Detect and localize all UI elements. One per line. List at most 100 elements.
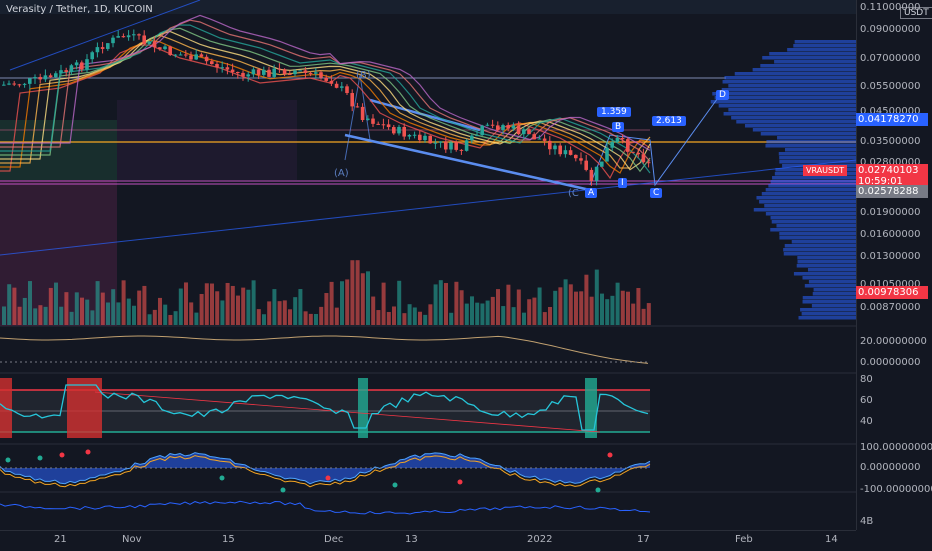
volume-bar <box>386 311 391 325</box>
volume-bar <box>111 289 116 325</box>
countdown-tag: 10:59:01 <box>856 175 928 188</box>
volume-bar <box>12 287 17 325</box>
volume-bar <box>163 304 168 325</box>
profile-bin <box>744 124 856 128</box>
candle-body <box>324 77 328 81</box>
wave-label-C[interactable]: C <box>650 188 663 198</box>
volume-bar <box>147 314 152 325</box>
volume-bar <box>553 290 558 325</box>
time-label: 14 <box>825 534 838 545</box>
profile-bin <box>766 140 856 144</box>
symbol-tag: VRAUSDT <box>803 165 848 176</box>
profile-bin <box>787 48 856 52</box>
price-label: 0.03500000 <box>860 136 921 147</box>
candle-body <box>516 125 521 135</box>
price-tag[interactable]: 0.04178270 <box>856 113 928 126</box>
candle-body <box>641 154 646 163</box>
volume-bar <box>7 284 12 325</box>
candlesticks[interactable] <box>2 29 651 186</box>
profile-bin <box>721 88 856 92</box>
candle-body <box>589 169 594 181</box>
candle-body <box>54 73 58 78</box>
candle-body <box>506 125 510 129</box>
price-label: 0.01900000 <box>860 207 921 218</box>
price-label: 0.00870000 <box>860 302 921 313</box>
candle-body <box>163 46 167 50</box>
time-label: 15 <box>222 534 235 545</box>
candle-body <box>355 106 360 108</box>
candle-body <box>548 140 552 150</box>
rsi-highlight <box>67 378 102 438</box>
wave-label-paren-A[interactable]: (A) <box>334 168 349 179</box>
volume-bar <box>626 291 630 325</box>
price-label: 60 <box>860 395 873 406</box>
volume-bar <box>636 288 641 325</box>
price-tag[interactable]: 0.02578288 <box>856 185 928 198</box>
profile-bin <box>802 300 856 304</box>
wave-label-D[interactable]: D <box>716 90 729 100</box>
volume-bar <box>272 289 277 325</box>
candle-body <box>33 77 37 79</box>
profile-bin <box>793 44 856 48</box>
time-axis[interactable] <box>0 530 856 551</box>
volume-bar <box>412 307 417 325</box>
fib-label[interactable]: 2.613 <box>652 116 686 126</box>
candle-body <box>106 43 110 49</box>
volume-bar <box>366 271 370 325</box>
volume-bar <box>381 282 386 325</box>
time-label: Nov <box>122 534 142 545</box>
candle-body <box>298 70 302 72</box>
price-tag-volume[interactable]: 0.00978306 <box>856 286 928 299</box>
profile-bin <box>760 64 856 68</box>
volume-bar <box>548 306 552 325</box>
candle-body <box>308 72 313 74</box>
trend-line[interactable] <box>0 159 857 256</box>
price-label: -100.00000000 <box>860 484 932 495</box>
volume-bar <box>90 310 95 325</box>
ma-line <box>0 27 651 173</box>
profile-bin <box>771 220 856 224</box>
price-axis[interactable] <box>856 0 932 530</box>
candle-body <box>428 135 432 144</box>
volume-bar <box>527 299 532 325</box>
candle-body <box>433 142 438 144</box>
wavetrend-dot <box>85 449 91 455</box>
chart-canvas[interactable] <box>0 0 857 530</box>
candle-body <box>38 77 42 80</box>
price-tag-last[interactable]: 0.02740103 <box>856 164 928 177</box>
candle-body <box>522 129 526 135</box>
profile-bin <box>731 116 856 120</box>
profile-bin <box>760 132 856 136</box>
candle-body <box>194 54 198 60</box>
wave-label-paren-B[interactable]: (B) <box>356 70 371 81</box>
candle-body <box>485 124 490 126</box>
wave-label-I[interactable]: I <box>618 178 627 188</box>
wave-label-A[interactable]: A <box>585 188 598 198</box>
candle-body <box>527 129 531 135</box>
fib-label[interactable]: 1.359 <box>597 107 631 117</box>
volume-bar <box>48 287 53 325</box>
candle-body <box>600 161 604 167</box>
candle-body <box>48 75 53 78</box>
volume-bar <box>137 290 142 325</box>
chart-area[interactable]: Verasity / Tether, 1D, KUCOIN VRAUSDT A … <box>0 0 857 530</box>
candle-body <box>376 123 380 125</box>
candle-body <box>438 141 443 143</box>
volume-bar <box>126 298 131 325</box>
wavetrend-dot <box>219 475 225 481</box>
candle-body <box>90 52 94 60</box>
price-label: 0.01600000 <box>860 229 921 240</box>
wave-label-paren-C[interactable]: (C <box>568 188 579 199</box>
volume-bar <box>470 296 474 325</box>
trend-line[interactable] <box>9 0 201 71</box>
wave-label-B[interactable]: B <box>612 122 625 132</box>
wavetrend-dot <box>392 482 398 488</box>
volume-bar <box>319 306 324 325</box>
trend-line-thick[interactable] <box>344 133 591 192</box>
volume-bar <box>501 306 506 325</box>
profile-bin <box>772 176 856 180</box>
volume-bar <box>80 297 84 325</box>
profile-bin <box>756 196 856 200</box>
volume-bar <box>345 279 350 325</box>
volume-bar <box>620 290 625 325</box>
